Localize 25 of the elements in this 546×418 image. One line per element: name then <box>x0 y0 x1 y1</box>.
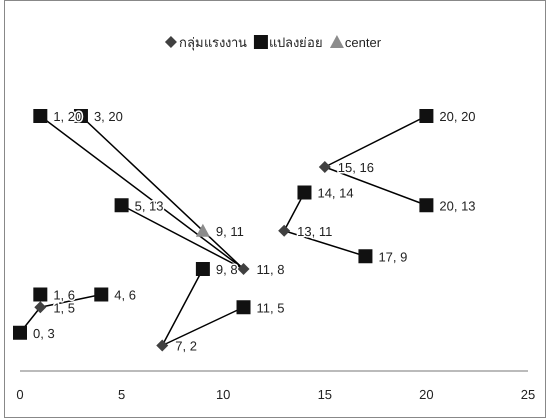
data-label: 11, 8 <box>256 262 284 277</box>
x-tick-label: 25 <box>520 387 536 402</box>
data-label: 11, 5 <box>256 300 284 316</box>
data-label: 3, 20 <box>94 109 123 124</box>
x-tick-label: 15 <box>318 387 332 402</box>
legend-label: center <box>344 35 382 50</box>
x-tick-label: 10 <box>216 387 230 402</box>
data-label: 7, 2 <box>175 338 197 354</box>
data-label: 20, 13 <box>439 198 476 214</box>
data-label: 0, 3 <box>33 326 55 341</box>
legend-label: กลุ่มแรงงาน <box>178 35 247 51</box>
data-label: 1, 5 <box>53 300 76 316</box>
data-label: 9, 8 <box>216 262 238 277</box>
legend-label: แปลงย่อย <box>268 35 323 50</box>
data-label: 13, 11 <box>297 224 332 239</box>
data-label: 14, 14 <box>317 186 354 200</box>
x-tick-label: 0 <box>16 387 24 402</box>
data-label: 20, 20 <box>439 109 476 124</box>
x-tick-label: 5 <box>118 387 126 402</box>
data-label: 15, 16 <box>338 160 374 175</box>
data-label: 4, 6 <box>114 288 136 302</box>
data-label: 17, 9 <box>378 249 408 264</box>
x-tick-label: 20 <box>419 387 434 402</box>
data-label: 9, 11 <box>216 224 244 239</box>
data-label: 1, 6 <box>53 288 76 302</box>
